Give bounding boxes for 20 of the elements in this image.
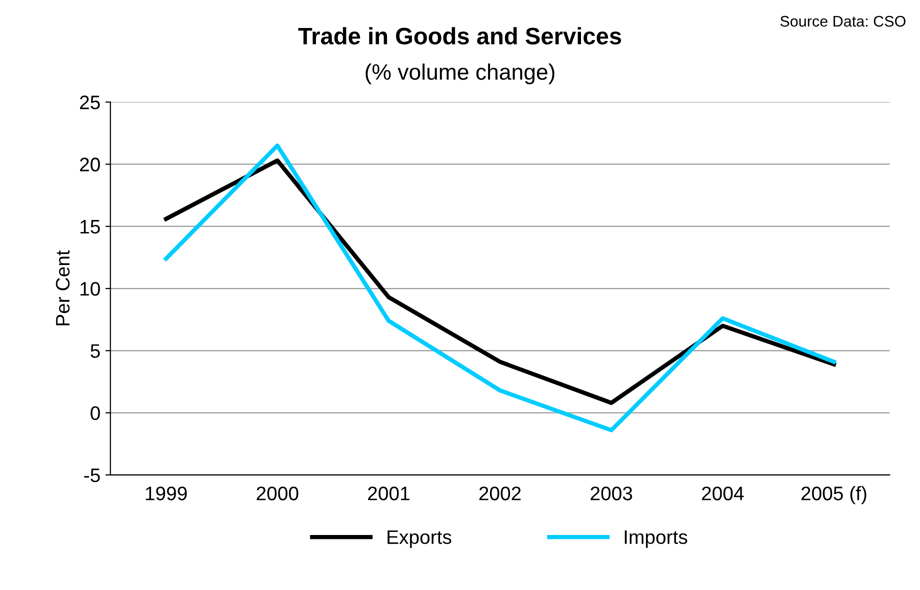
y-axis-title: Per Cent (56, 250, 70, 326)
y-tick-label: 5 (90, 344, 100, 358)
y-tick-label: 0 (90, 406, 100, 420)
legend-label: Exports (388, 530, 452, 548)
y-tick-label: 25 (80, 96, 100, 110)
x-tick-label: 1999 (146, 486, 187, 500)
y-tick-label: 15 (80, 220, 100, 234)
chart-subtitle: (% volume change) (366, 64, 554, 84)
y-tick-label: -5 (84, 468, 100, 482)
chart-title: Trade in Goods and Services (298, 27, 622, 44)
x-tick-label: 2000 (256, 486, 298, 500)
x-tick-label: 2003 (590, 486, 632, 500)
x-tick-label: 2001 (368, 486, 410, 500)
x-tick-label: 2005 (f) (801, 486, 866, 504)
legend-label: Imports (624, 530, 688, 548)
y-tick-label: 20 (80, 158, 100, 172)
source-note: Source Data: CSO (780, 16, 906, 27)
x-tick-label: 2004 (702, 486, 744, 500)
x-tick-label: 2002 (479, 486, 521, 500)
y-tick-label: 10 (80, 282, 100, 296)
